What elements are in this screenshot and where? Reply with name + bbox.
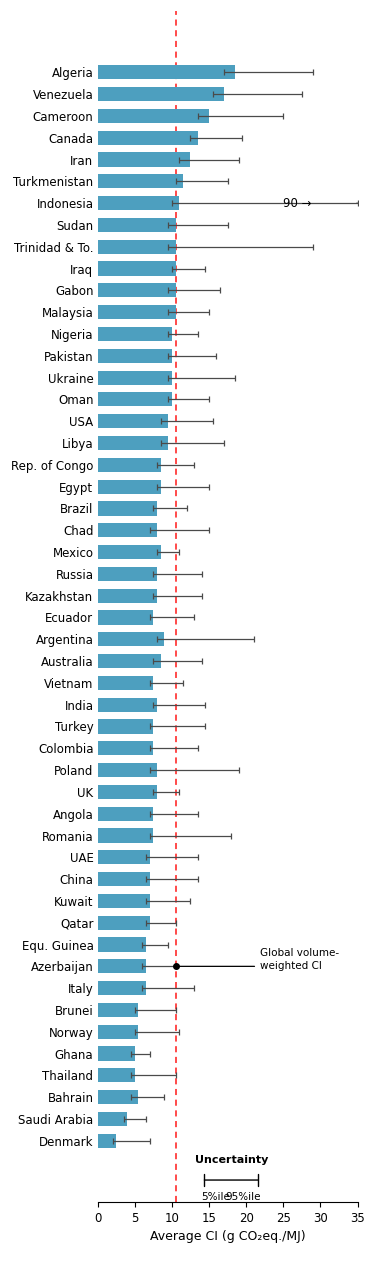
Bar — [98, 589, 157, 603]
Bar — [98, 393, 172, 407]
Text: 95%ile: 95%ile — [226, 1192, 261, 1202]
Bar — [98, 959, 146, 973]
Bar — [98, 719, 153, 733]
Bar — [98, 806, 153, 820]
Text: 90 →: 90 → — [283, 197, 312, 210]
Bar — [98, 174, 183, 188]
Bar — [98, 524, 157, 538]
Bar — [98, 65, 235, 79]
Bar — [98, 785, 157, 799]
Text: 5%ile: 5%ile — [202, 1192, 230, 1202]
Bar — [98, 763, 157, 777]
Bar — [98, 654, 161, 668]
Bar — [98, 1025, 138, 1039]
Bar — [98, 458, 161, 472]
Bar — [98, 283, 176, 297]
X-axis label: Average CI (g CO₂eq./MJ): Average CI (g CO₂eq./MJ) — [150, 1230, 305, 1243]
Bar — [98, 415, 168, 429]
Text: Global volume-
weighted CI: Global volume- weighted CI — [259, 948, 339, 972]
Bar — [98, 261, 176, 275]
Bar — [98, 109, 209, 123]
Bar — [98, 567, 157, 581]
Bar — [98, 152, 191, 166]
Bar — [98, 980, 146, 996]
Bar — [98, 850, 150, 864]
Bar — [98, 1091, 138, 1105]
Bar — [98, 632, 164, 646]
Bar — [98, 828, 153, 842]
Bar — [98, 480, 161, 494]
Bar — [98, 218, 176, 232]
Bar — [98, 239, 176, 253]
Bar — [98, 1047, 135, 1061]
Bar — [98, 326, 172, 340]
Bar — [98, 937, 146, 951]
Bar — [98, 1002, 138, 1018]
Bar — [98, 698, 157, 712]
Bar — [98, 87, 224, 101]
Text: Uncertainty: Uncertainty — [195, 1155, 268, 1165]
Bar — [98, 676, 153, 690]
Bar — [98, 1112, 127, 1126]
Bar — [98, 872, 150, 886]
Bar — [98, 611, 153, 625]
Bar — [98, 348, 172, 364]
Bar — [98, 436, 168, 451]
Bar — [98, 1069, 135, 1083]
Bar — [98, 370, 172, 385]
Bar — [98, 305, 176, 319]
Bar — [98, 915, 150, 929]
Bar — [98, 545, 161, 559]
Bar — [98, 131, 198, 145]
Bar — [98, 196, 179, 210]
Bar — [98, 1134, 116, 1148]
Bar — [98, 893, 150, 908]
Bar — [98, 502, 157, 516]
Bar — [98, 741, 153, 755]
